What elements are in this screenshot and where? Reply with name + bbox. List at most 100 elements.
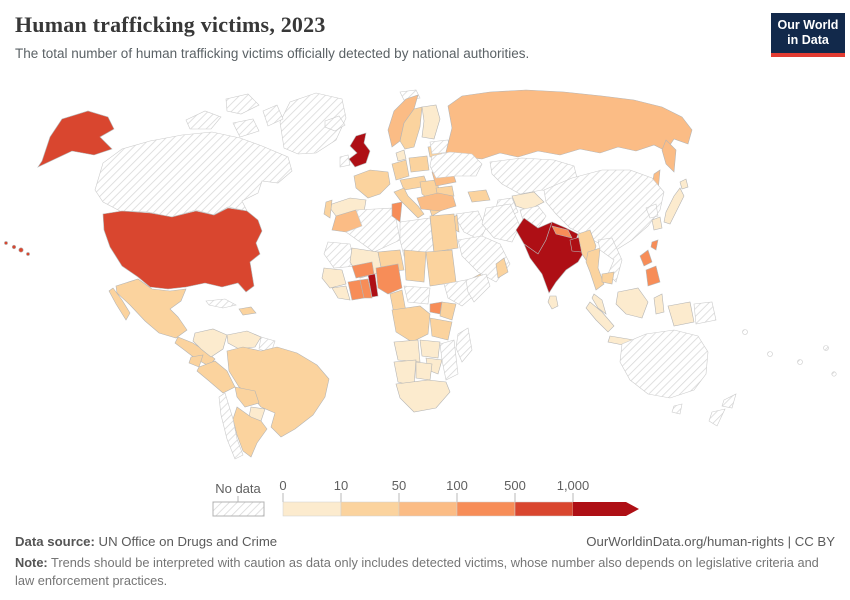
country-mauritania[interactable] bbox=[323, 241, 357, 269]
country-burkina-faso[interactable] bbox=[351, 261, 375, 279]
country-sweden[interactable] bbox=[399, 106, 423, 150]
country-sri-lanka[interactable] bbox=[547, 295, 559, 310]
country-japan-hokkaido[interactable] bbox=[679, 178, 689, 190]
country-pacific-islands[interactable] bbox=[797, 359, 803, 365]
country-ghana[interactable] bbox=[359, 278, 373, 299]
country-pacific-islands[interactable] bbox=[767, 351, 773, 357]
country-papua-new-guinea[interactable] bbox=[693, 301, 717, 325]
country-finland[interactable] bbox=[421, 104, 441, 140]
country-bolivia[interactable] bbox=[234, 386, 260, 408]
country-botswana[interactable] bbox=[415, 361, 433, 381]
country-turkey[interactable] bbox=[416, 192, 457, 212]
country-tasmania[interactable] bbox=[671, 403, 683, 415]
country-arctic-islands[interactable] bbox=[225, 93, 260, 115]
country-philippines[interactable] bbox=[639, 249, 653, 267]
country-poland[interactable] bbox=[408, 155, 430, 173]
country-chile[interactable] bbox=[218, 392, 244, 460]
country-iraq-syria[interactable] bbox=[455, 210, 487, 241]
owid-logo[interactable]: Our World in Data bbox=[771, 13, 845, 57]
country-indonesia-sulawesi[interactable] bbox=[653, 293, 665, 315]
country-ecuador[interactable] bbox=[188, 354, 204, 368]
country-pacific-islands[interactable] bbox=[831, 371, 837, 377]
owid-link[interactable]: OurWorldinData.org/human-rights bbox=[586, 534, 784, 549]
country-central-african-republic[interactable] bbox=[403, 285, 431, 305]
country-cambodia[interactable] bbox=[601, 271, 615, 285]
country-united-states[interactable] bbox=[102, 207, 263, 293]
country-argentina[interactable] bbox=[232, 406, 268, 458]
country-portugal[interactable] bbox=[323, 199, 333, 219]
legend-bin-10-50[interactable] bbox=[340, 501, 400, 517]
country-canada[interactable] bbox=[94, 131, 293, 218]
country-united-kingdom[interactable] bbox=[348, 132, 371, 168]
country-angola[interactable] bbox=[393, 339, 421, 363]
country-iceland[interactable] bbox=[324, 115, 346, 132]
country-uzbekistan[interactable] bbox=[511, 191, 545, 211]
country-egypt[interactable] bbox=[429, 213, 459, 253]
country-oman[interactable] bbox=[495, 257, 509, 279]
country-united-states-alaska[interactable] bbox=[37, 110, 115, 168]
country-united-states-hawaii[interactable] bbox=[4, 241, 8, 245]
country-china[interactable] bbox=[543, 169, 665, 251]
country-mexico[interactable] bbox=[115, 278, 188, 339]
country-pacific-islands[interactable] bbox=[742, 329, 748, 335]
country-russia-kamchatka[interactable] bbox=[661, 139, 677, 173]
country-madagascar[interactable] bbox=[455, 327, 473, 363]
country-sierra-leone-liberia[interactable] bbox=[331, 285, 351, 301]
country-cuba[interactable] bbox=[205, 298, 237, 309]
no-data-swatch[interactable] bbox=[212, 501, 265, 517]
country-somalia[interactable] bbox=[465, 273, 491, 303]
country-arctic-islands[interactable] bbox=[185, 110, 222, 130]
country-tanzania[interactable] bbox=[429, 317, 453, 341]
country-australia[interactable] bbox=[619, 329, 709, 399]
country-indonesia-sumatra[interactable] bbox=[585, 301, 615, 333]
country-venezuela[interactable] bbox=[226, 330, 262, 350]
country-peru[interactable] bbox=[196, 360, 236, 394]
legend-bin-500-1000[interactable] bbox=[514, 501, 574, 517]
country-denmark[interactable] bbox=[395, 149, 407, 162]
country-drc[interactable] bbox=[391, 305, 431, 343]
country-south-korea[interactable] bbox=[651, 216, 663, 231]
country-united-states-hawaii[interactable] bbox=[26, 252, 30, 256]
country-caucasus[interactable] bbox=[467, 189, 491, 203]
country-malaysia[interactable] bbox=[591, 293, 607, 315]
country-chad[interactable] bbox=[403, 249, 427, 283]
country-uganda[interactable] bbox=[429, 301, 443, 315]
legend-bin-100-500[interactable] bbox=[456, 501, 516, 517]
country-sudan[interactable] bbox=[425, 249, 457, 287]
country-italy[interactable] bbox=[393, 187, 425, 219]
country-arctic-islands[interactable] bbox=[262, 104, 284, 127]
legend-bin-0-10[interactable] bbox=[282, 501, 342, 517]
country-south-africa[interactable] bbox=[395, 379, 451, 413]
country-senegal[interactable] bbox=[321, 267, 347, 289]
country-nigeria[interactable] bbox=[375, 263, 403, 295]
country-ukraine[interactable] bbox=[429, 151, 483, 179]
country-new-zealand-south[interactable] bbox=[708, 408, 726, 427]
country-japan[interactable] bbox=[663, 187, 685, 225]
country-iran[interactable] bbox=[481, 203, 521, 243]
country-philippines-south[interactable] bbox=[645, 265, 661, 287]
country-germany[interactable] bbox=[391, 159, 410, 181]
country-nepal[interactable] bbox=[551, 225, 573, 239]
country-indonesia-borneo[interactable] bbox=[615, 287, 649, 319]
country-zambia[interactable] bbox=[419, 339, 441, 359]
country-russia[interactable] bbox=[445, 89, 693, 161]
country-united-states-hawaii[interactable] bbox=[11, 244, 17, 250]
country-thailand[interactable] bbox=[585, 247, 605, 291]
country-indonesia-west-new-guinea[interactable] bbox=[667, 301, 695, 327]
country-greenland[interactable] bbox=[279, 92, 347, 155]
country-pacific-islands[interactable] bbox=[823, 345, 829, 351]
legend-bin-1000-plus[interactable] bbox=[573, 502, 639, 516]
country-dominican-republic[interactable] bbox=[238, 306, 257, 316]
country-arctic-islands[interactable] bbox=[232, 118, 260, 138]
country-colombia[interactable] bbox=[192, 328, 228, 358]
license-link[interactable]: CC BY bbox=[794, 534, 835, 549]
country-france[interactable] bbox=[353, 169, 391, 199]
country-new-zealand-north[interactable] bbox=[721, 393, 737, 409]
country-taiwan[interactable] bbox=[650, 239, 659, 251]
country-ireland[interactable] bbox=[339, 154, 351, 168]
country-mexico-baja[interactable] bbox=[108, 287, 131, 321]
country-united-states-hawaii[interactable] bbox=[18, 247, 24, 253]
country-north-korea[interactable] bbox=[645, 203, 659, 219]
legend-bin-50-100[interactable] bbox=[398, 501, 458, 517]
country-kenya[interactable] bbox=[439, 301, 457, 321]
